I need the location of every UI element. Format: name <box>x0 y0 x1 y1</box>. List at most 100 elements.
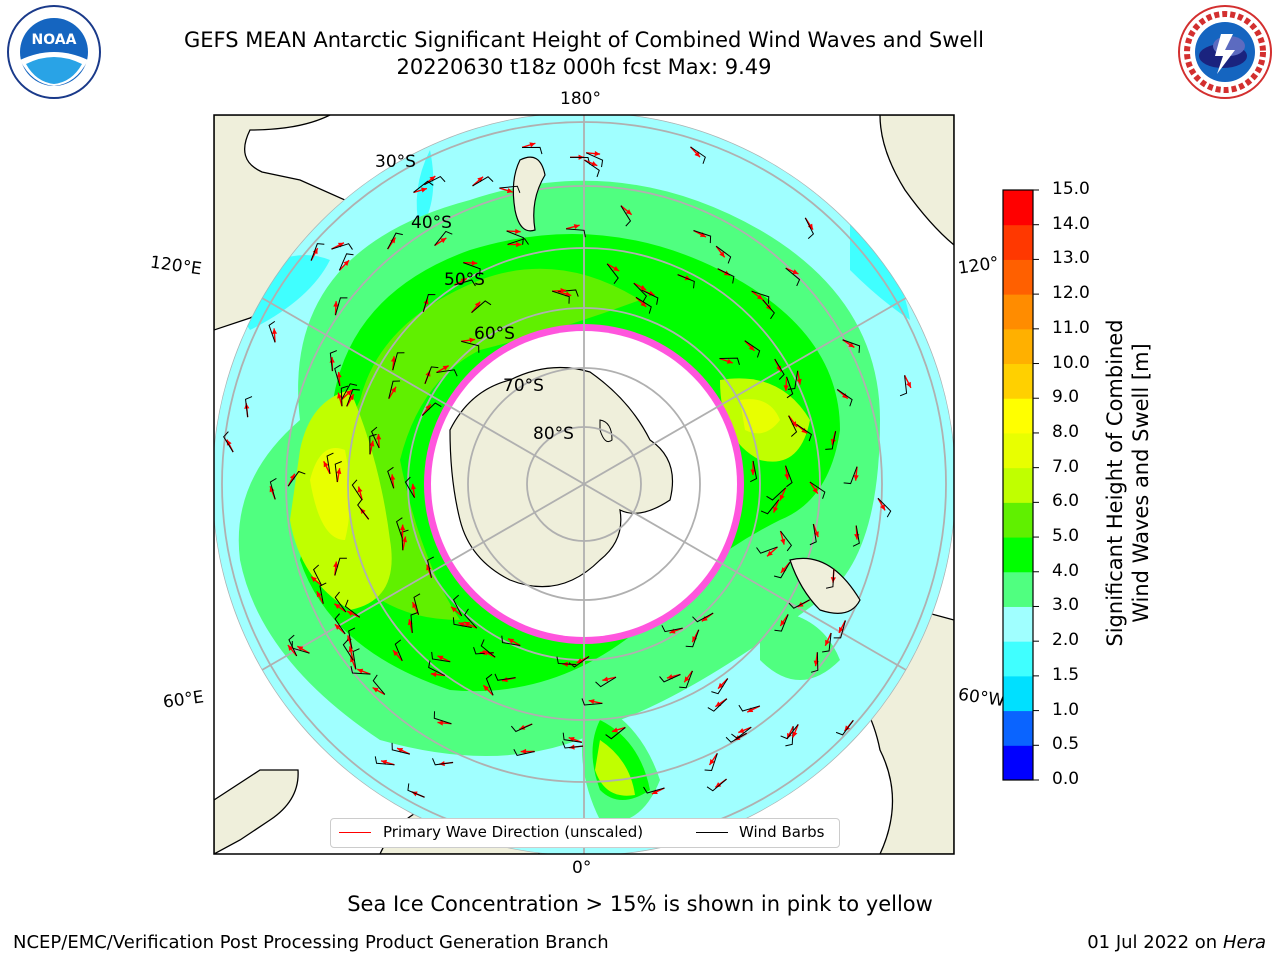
wind-barb <box>424 175 446 186</box>
wave-arrow-head <box>780 538 786 545</box>
colorbar-frame <box>1002 189 1034 781</box>
wave-arrow-head <box>779 494 785 501</box>
wind-barb <box>643 786 665 794</box>
wave-arrow-head <box>519 724 526 730</box>
wave-arrow-head <box>611 727 618 733</box>
wind-barb <box>427 556 435 578</box>
wind-barb <box>436 369 458 377</box>
wind-barb <box>223 431 234 453</box>
wave-arrow-head <box>807 223 813 230</box>
wind-barb <box>480 639 496 658</box>
colorbar-tick-label: 4.0 <box>1052 560 1080 581</box>
colorbar-bin <box>1003 502 1033 538</box>
wind-barb <box>804 217 815 240</box>
wave-arrow-head <box>401 536 408 543</box>
wind-barb <box>501 635 521 647</box>
wave-arrow-head <box>848 342 855 348</box>
wind-barb <box>606 263 619 284</box>
wind-barb <box>796 423 812 442</box>
wave-arrow-head <box>421 187 427 193</box>
svg-text:NOAA: NOAA <box>32 32 77 48</box>
wave-arrow-head <box>719 251 725 258</box>
wave-arrow-head <box>348 646 354 653</box>
wave-arrow-head <box>588 699 595 705</box>
wind-barb <box>413 593 421 615</box>
wind-barb <box>522 146 543 155</box>
lat-label-60s: 60°S <box>474 324 515 344</box>
wind-barb <box>338 253 354 271</box>
wind-barb <box>452 594 463 617</box>
wind-barb <box>756 546 778 554</box>
wave-arrow-head <box>516 241 522 248</box>
wave-arrow-head <box>565 291 572 297</box>
wave-arrow-head <box>483 685 490 691</box>
map-title: GEFS MEAN Antarctic Significant Height o… <box>183 28 985 52</box>
wind-barb <box>510 723 533 733</box>
wind-barb <box>387 232 403 250</box>
colorbar-tick-label: 10.0 <box>1052 352 1090 373</box>
colorbar-tick-label: 0.0 <box>1052 769 1080 789</box>
wave-arrow-head <box>471 260 478 266</box>
wind-barb <box>334 297 348 316</box>
wave-arrow-head <box>316 591 322 598</box>
wind-barb <box>551 290 570 304</box>
wave-arrow-head <box>796 378 802 385</box>
wind-barb <box>352 648 360 670</box>
wind-barb <box>334 557 347 576</box>
wave-arrow-head <box>437 655 444 661</box>
legend-wind-label: Wind Barbs <box>739 823 825 841</box>
wave-arrow-head <box>812 487 818 494</box>
wind-barb <box>452 617 472 628</box>
wind-barb <box>751 290 770 304</box>
colorbar-bin <box>1003 432 1033 469</box>
wave-arrow-head <box>469 337 476 343</box>
noaa-logo: NOAA <box>7 5 101 99</box>
colorbar-bin <box>1003 675 1033 712</box>
wave-arrow-head <box>780 620 786 626</box>
wave-arrow-head <box>625 209 632 215</box>
wave-arrow-head <box>508 638 515 644</box>
sea-ice-footnote: Sea Ice Concentration > 15% is shown in … <box>347 892 933 916</box>
nws-logo <box>1178 5 1272 99</box>
wave-arrow-head <box>357 668 364 674</box>
colorbar-tick-label: 11.0 <box>1052 317 1090 338</box>
wind-barb <box>351 479 363 501</box>
wind-barb <box>341 383 358 400</box>
wind-barb <box>738 704 760 712</box>
wind-barb <box>704 753 718 771</box>
wave-arrow-head <box>336 371 342 378</box>
wind-barb <box>836 389 853 407</box>
wind-barb <box>707 698 728 712</box>
wind-barb <box>773 561 791 579</box>
wave-arrow-head <box>312 248 318 255</box>
colorbar-bin <box>1003 571 1033 607</box>
wind-barb <box>433 711 452 725</box>
wave-arrow-head <box>397 748 404 753</box>
colorbar-bin <box>1003 641 1033 677</box>
wave-arrow-head <box>594 150 601 157</box>
wind-barb <box>268 320 276 343</box>
wind-barb <box>357 499 370 520</box>
wave-arrow-head <box>747 707 754 713</box>
date-stamp: 01 Jul 2022 on Hera <box>1087 932 1266 953</box>
credit-text: NCEP/EMC/Verification Post Processing Pr… <box>13 932 609 953</box>
wind-barb <box>692 612 714 623</box>
wind-barb <box>715 245 732 264</box>
wind-barb <box>424 366 439 384</box>
wind-barb <box>605 727 626 740</box>
wave-arrow-head <box>412 602 418 609</box>
wave-arrow-head <box>841 393 848 399</box>
wave-arrow-head <box>297 646 304 652</box>
wind-barb <box>842 339 861 353</box>
wind-barb <box>679 670 693 689</box>
wave-arrow-head <box>337 392 343 399</box>
wind-barb <box>780 724 799 740</box>
date-text: 01 Jul 2022 on <box>1087 932 1223 953</box>
legend-wave-label: Primary Wave Direction (unscaled) <box>383 823 644 841</box>
wind-barb <box>422 294 436 312</box>
wind-barb <box>690 146 706 164</box>
wind-barb <box>786 376 794 399</box>
lat-label-50s: 50°S <box>444 270 485 290</box>
colorbar-tick-label: 13.0 <box>1052 248 1090 269</box>
